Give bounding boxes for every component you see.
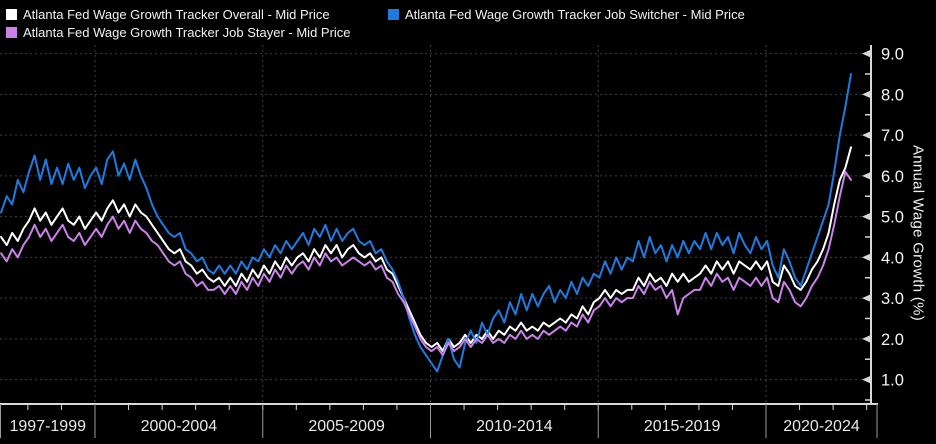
x-period-label: 2005-2009 (308, 418, 385, 435)
legend-label-overall: Atlanta Fed Wage Growth Tracker Overall … (23, 7, 330, 22)
y-tick-label: 2.0 (881, 331, 904, 349)
legend-swatch-job-stayer-icon (6, 27, 17, 38)
legend-item-job-switcher[interactable]: Atlanta Fed Wage Growth Tracker Job Swit… (388, 7, 745, 22)
y-tick-label: 9.0 (881, 46, 904, 64)
legend-label-job-switcher: Atlanta Fed Wage Growth Tracker Job Swit… (405, 7, 745, 22)
legend-item-job-stayer[interactable]: Atlanta Fed Wage Growth Tracker Job Stay… (6, 25, 351, 40)
legend-item-overall[interactable]: Atlanta Fed Wage Growth Tracker Overall … (6, 7, 330, 22)
legend-swatch-overall-icon (6, 9, 17, 20)
y-major-tick (862, 375, 871, 384)
x-period-label: 1997-1999 (9, 418, 86, 435)
y-major-tick (862, 90, 871, 99)
y-tick-label: 3.0 (881, 290, 904, 308)
x-period-label: 2010-2014 (476, 418, 553, 435)
y-major-tick (862, 294, 871, 303)
y-major-tick (862, 334, 871, 343)
legend-label-job-stayer: Atlanta Fed Wage Growth Tracker Job Stay… (23, 25, 351, 40)
series-line-job-switcher (0, 73, 852, 373)
x-period-label: 2000-2004 (141, 418, 218, 435)
y-tick-label: 1.0 (881, 372, 904, 390)
y-tick-label: 4.0 (881, 249, 904, 267)
y-tick-label: 6.0 (881, 168, 904, 186)
series-line-job-stayer (0, 170, 852, 357)
y-major-tick (862, 171, 871, 180)
y-tick-label: 5.0 (881, 209, 904, 227)
y-axis-title: Annual Wage Growth (%) (909, 144, 927, 322)
y-major-tick (862, 131, 871, 140)
x-period-label: 2020-2024 (783, 418, 860, 435)
series-line-overall (0, 146, 852, 353)
y-tick-label: 8.0 (881, 86, 904, 104)
y-major-tick (862, 253, 871, 262)
y-major-tick (862, 49, 871, 58)
legend-swatch-job-switcher-icon (388, 9, 399, 20)
y-tick-label: 7.0 (881, 127, 904, 145)
y-major-tick (862, 212, 871, 221)
x-period-label: 2015-2019 (644, 418, 721, 435)
